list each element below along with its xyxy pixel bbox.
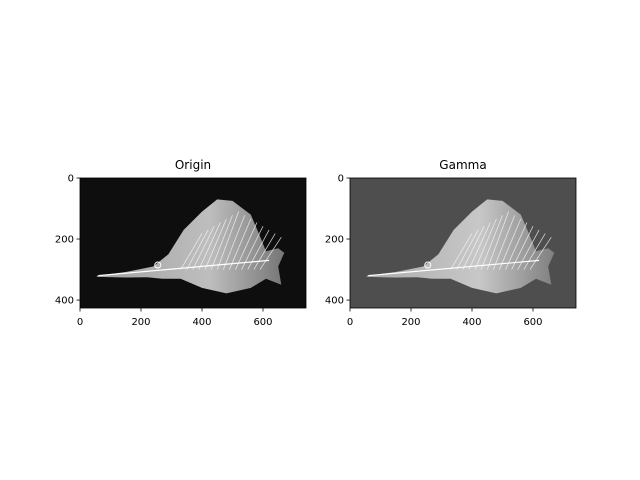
fish-ray bbox=[480, 215, 503, 270]
fish bbox=[366, 199, 555, 294]
fish-ray bbox=[229, 218, 252, 270]
x-tick-label: 600 bbox=[253, 317, 272, 328]
fish-ray bbox=[198, 222, 221, 270]
y-tick-label: 0 bbox=[68, 174, 74, 185]
fish-spine bbox=[98, 259, 270, 277]
axes-frame bbox=[79, 177, 307, 309]
y-tick-label: 0 bbox=[338, 174, 344, 185]
fish-ray bbox=[505, 222, 528, 270]
image-panel bbox=[80, 178, 306, 308]
fish-ray bbox=[192, 226, 215, 270]
fish-ray bbox=[259, 236, 282, 270]
x-tick-label: 0 bbox=[347, 317, 353, 328]
axes-frame bbox=[349, 177, 577, 309]
fish-ray bbox=[210, 215, 233, 270]
fish bbox=[96, 199, 285, 294]
fish-ray bbox=[474, 218, 497, 270]
x-tick-label: 200 bbox=[401, 317, 420, 328]
x-tick-label: 200 bbox=[131, 317, 150, 328]
fish-ray bbox=[456, 229, 479, 270]
fish-ray bbox=[529, 236, 552, 270]
y-tick-label: 400 bbox=[55, 296, 74, 307]
image-panel bbox=[350, 178, 576, 308]
fish-ray bbox=[216, 211, 239, 270]
fish-ray bbox=[499, 218, 522, 270]
fish-ray bbox=[253, 233, 276, 270]
y-tick-label: 200 bbox=[325, 235, 344, 246]
x-tick-label: 0 bbox=[77, 317, 83, 328]
x-tick-label: 400 bbox=[462, 317, 481, 328]
y-tick-label: 200 bbox=[55, 235, 74, 246]
fish-ray bbox=[222, 215, 246, 270]
fish-eye bbox=[154, 261, 162, 269]
fish-ray bbox=[180, 233, 203, 270]
fish-spine bbox=[368, 259, 540, 277]
x-tick-label: 600 bbox=[523, 317, 542, 328]
fish-ray bbox=[523, 233, 546, 270]
fish-ray bbox=[468, 222, 491, 270]
fish-ray bbox=[517, 229, 540, 270]
fish-ray bbox=[486, 211, 509, 270]
fish-ray bbox=[492, 215, 516, 270]
fish-ray bbox=[462, 226, 485, 270]
fish-ray bbox=[450, 233, 473, 270]
fish-ray bbox=[204, 218, 227, 270]
y-tick-label: 400 bbox=[325, 296, 344, 307]
fish-ray bbox=[247, 229, 270, 270]
x-tick-label: 400 bbox=[192, 317, 211, 328]
axes-title: Gamma bbox=[439, 158, 486, 172]
fish-ray bbox=[235, 222, 258, 270]
fish-ray bbox=[186, 229, 209, 270]
fish-eye bbox=[424, 261, 432, 269]
axes-title: Origin bbox=[175, 158, 211, 172]
